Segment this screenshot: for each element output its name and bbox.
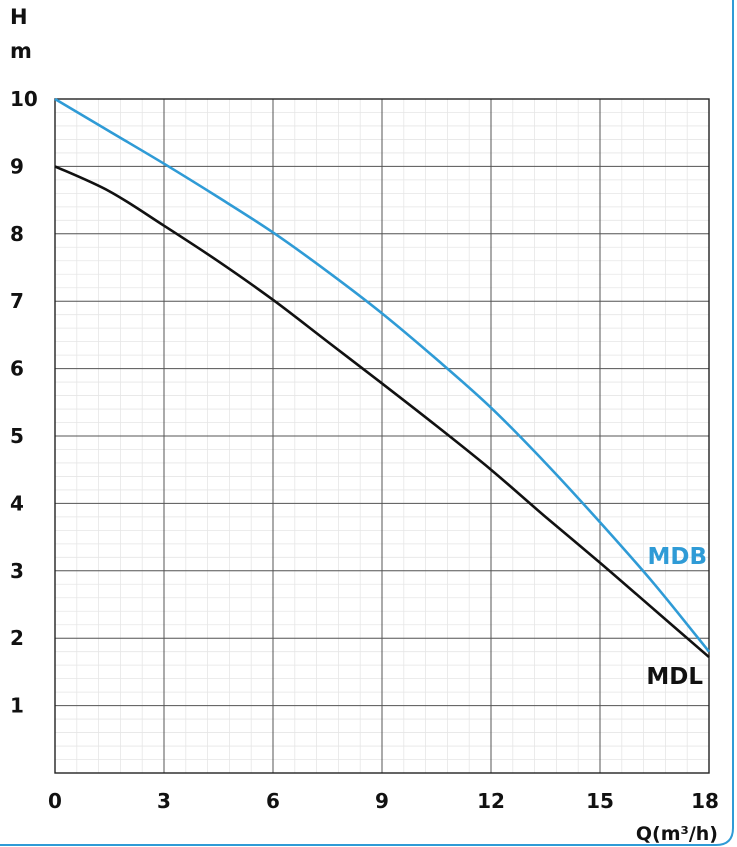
x-tick-label: 0: [48, 789, 62, 813]
x-tick-label: 18: [691, 789, 719, 813]
series-layer: [54, 97, 711, 659]
series-label-mdl: MDL: [646, 664, 703, 690]
y-tick-label: 1: [10, 694, 24, 718]
y-tick-label: 2: [10, 626, 24, 650]
x-tick-labels: 0 3 6 9 12 15 18: [48, 789, 719, 813]
x-tick-label: 12: [477, 789, 505, 813]
y-tick-label: 5: [10, 424, 24, 448]
y-tick-label: 6: [10, 357, 24, 381]
series-line-mdl: [54, 165, 710, 659]
y-axis-label-h: H: [10, 5, 28, 29]
x-tick-label: 9: [375, 789, 389, 813]
y-tick-label: 9: [10, 154, 24, 178]
series-line-mdb: [54, 97, 711, 653]
x-axis-label: Q(m³/h): [636, 823, 718, 845]
y-axis-label-m: m: [10, 39, 32, 63]
x-tick-label: 6: [266, 789, 280, 813]
x-tick-label: 3: [157, 789, 171, 813]
y-tick-labels: 1 2 3 4 5 6 7 8 9 10: [10, 87, 38, 718]
x-tick-label: 15: [586, 789, 614, 813]
y-tick-label: 4: [10, 491, 24, 515]
plot-area-border: [54, 98, 710, 774]
major-grid: [55, 99, 709, 773]
series-label-mdb: MDB: [647, 544, 707, 570]
y-tick-label: 10: [10, 87, 38, 111]
y-tick-label: 3: [10, 559, 24, 583]
y-tick-label: 8: [10, 222, 24, 246]
y-tick-label: 7: [10, 289, 24, 313]
